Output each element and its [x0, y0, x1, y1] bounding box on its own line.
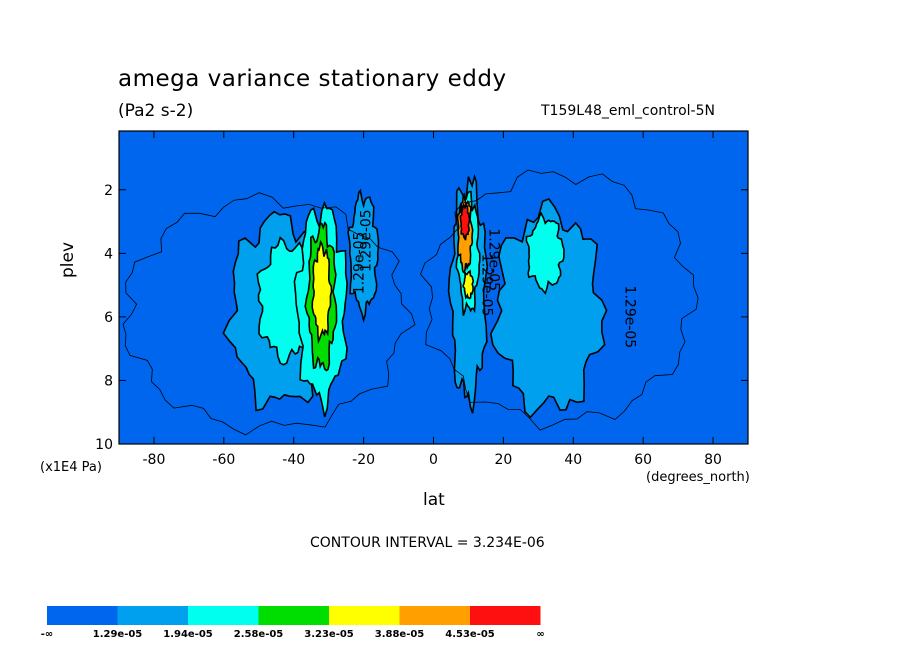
contour-label: 1.29e-05 — [478, 254, 494, 317]
contour-region — [459, 202, 471, 241]
colorbar-label: 3.88e-05 — [375, 629, 425, 640]
contour-interval: CONTOUR INTERVAL = 3.234E-06 — [310, 535, 545, 551]
y-tick-label: 6 — [104, 310, 113, 326]
y-tick-label: 2 — [104, 183, 113, 199]
x-tick-label: -60 — [212, 452, 235, 468]
contour-label: 1.29e-05 — [359, 209, 375, 272]
x-axis-units: (degrees_north) — [646, 470, 750, 485]
outer-contour — [122, 192, 416, 436]
colorbar-label: 1.94e-05 — [163, 629, 213, 640]
colorbar-swatch — [258, 606, 329, 625]
colorbar-swatch — [188, 606, 259, 625]
colorbar-label: 1.29e-05 — [93, 629, 143, 640]
x-tick-label: 0 — [429, 452, 438, 468]
y-axis-units: (x1E4 Pa) — [40, 460, 102, 475]
run-label: T159L48_eml_control-5N — [541, 103, 715, 119]
chart-units: (Pa2 s-2) — [118, 101, 194, 121]
x-tick-label: -40 — [282, 452, 305, 468]
contour-label: 1.29e-05 — [485, 228, 501, 291]
y-tick-label: 10 — [95, 437, 113, 453]
x-tick-label: 80 — [704, 452, 722, 468]
contour-region — [462, 269, 475, 300]
contour-label: 1.29e-05 — [352, 232, 368, 295]
colorbar-swatch — [399, 606, 470, 625]
y-tick-label: 4 — [104, 246, 113, 262]
contour-region — [347, 188, 380, 324]
colorbar-swatch — [47, 606, 118, 625]
colorbar-label: 2.58e-05 — [234, 629, 284, 640]
x-axis-label: lat — [423, 490, 445, 510]
colorbar-label: -∞ — [41, 629, 53, 640]
colorbar-swatch — [470, 606, 541, 625]
contour-label: 1.29e-05 — [622, 286, 638, 349]
x-tick-label: 20 — [494, 452, 512, 468]
contour-region — [489, 198, 608, 419]
x-tick-label: 60 — [634, 452, 652, 468]
colorbar-swatch — [117, 606, 188, 625]
contour-region — [311, 239, 333, 345]
x-tick-label: -20 — [352, 452, 375, 468]
outer-contour — [420, 169, 699, 431]
y-tick-label: 8 — [104, 373, 113, 389]
field-background — [119, 131, 748, 444]
colorbar-label: ∞ — [536, 629, 544, 640]
plot-area: 1.29e-051.29e-051.29e-051.29e-051.29e-05 — [119, 131, 748, 444]
chart-title: amega variance stationary eddy — [118, 66, 507, 92]
colorbar-label: 4.53e-05 — [445, 629, 495, 640]
colorbar-label: 3.23e-05 — [304, 629, 354, 640]
x-tick-label: 40 — [564, 452, 582, 468]
colorbar-swatch — [329, 606, 400, 625]
axes: -80 -60 -40 -20 0 20 40 60 80 2 4 6 8 10 — [95, 130, 749, 468]
x-tick-label: -80 — [143, 452, 166, 468]
colorbar: -∞ 1.29e-05 1.94e-05 2.58e-05 3.23e-05 3.88e-… — [41, 606, 545, 640]
contour-region — [525, 211, 565, 295]
